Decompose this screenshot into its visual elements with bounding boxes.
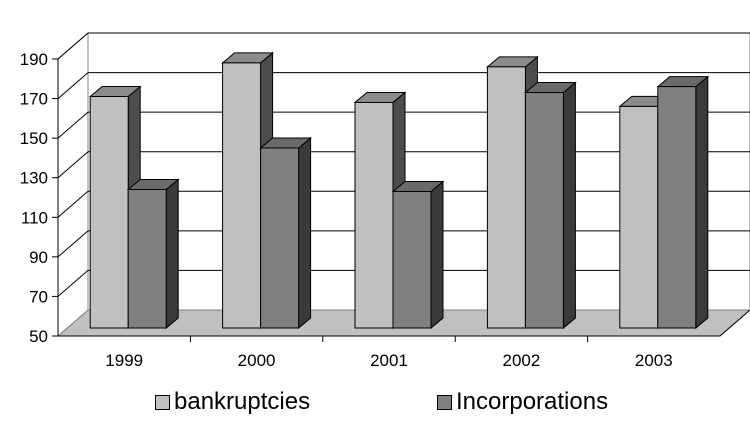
gridline-side (57, 270, 89, 297)
x-tick-label: 2001 (370, 351, 408, 370)
bar-front (89, 96, 129, 329)
gridline-side (57, 151, 89, 179)
bar-incorporations-1999 (126, 178, 180, 330)
bar-front (657, 86, 697, 329)
bar-side (298, 136, 312, 330)
gridline-side (57, 230, 89, 258)
x-tick-label: 2002 (502, 351, 540, 370)
bar-front (524, 92, 564, 329)
legend-swatch-incorporations (437, 394, 452, 410)
bar-side (165, 178, 179, 330)
axes (52, 58, 750, 342)
bar-side (430, 180, 444, 330)
legend: bankruptcies Incorporations (0, 388, 750, 428)
x-tick-label: 1999 (105, 351, 143, 370)
y-tick-label: 70 (29, 287, 48, 306)
bar-front (127, 189, 167, 329)
bar-front (260, 147, 300, 329)
x-axis-depth (719, 309, 750, 337)
bar-incorporations-2002 (524, 81, 577, 330)
bar-side (695, 75, 709, 330)
y-tick-label: 110 (21, 208, 48, 227)
bar-front (392, 190, 432, 329)
bar-front (222, 62, 262, 329)
gridline-side (57, 32, 89, 60)
y-tick-label: 190 (20, 50, 48, 69)
bar-front (619, 105, 659, 329)
bar-incorporations-2001 (391, 180, 445, 330)
bar-side (562, 81, 576, 330)
legend-label-incorporations: Incorporations (456, 388, 609, 415)
legend-label-bankruptcies: bankruptcies (174, 388, 311, 415)
bar-front (486, 66, 526, 329)
tick-labels: 50 70 90 110 130 150 170 190 1999 2000 2001 2002 200… (20, 50, 673, 370)
bar-front (354, 101, 394, 329)
bar-incorporations-2000 (259, 136, 312, 330)
y-tick-label: 50 (29, 327, 48, 346)
y-tick-label: 130 (20, 169, 48, 188)
side-wall (57, 31, 89, 338)
bar-incorporations-2003 (656, 75, 710, 330)
gridline-side (57, 72, 89, 99)
y-tick-label: 90 (29, 248, 48, 267)
bars (88, 51, 710, 330)
legend-item-incorporations: Incorporations (437, 388, 608, 416)
y-tick-label: 150 (20, 129, 48, 148)
x-tick-label: 2003 (635, 351, 673, 370)
y-tick-label: 170 (20, 90, 48, 109)
x-tick-label: 2000 (238, 351, 276, 370)
gridline-side (57, 190, 89, 218)
legend-swatch-bankruptcies (155, 394, 170, 410)
gridline-side (57, 111, 89, 139)
legend-item-bankruptcies: bankruptcies (155, 388, 310, 416)
